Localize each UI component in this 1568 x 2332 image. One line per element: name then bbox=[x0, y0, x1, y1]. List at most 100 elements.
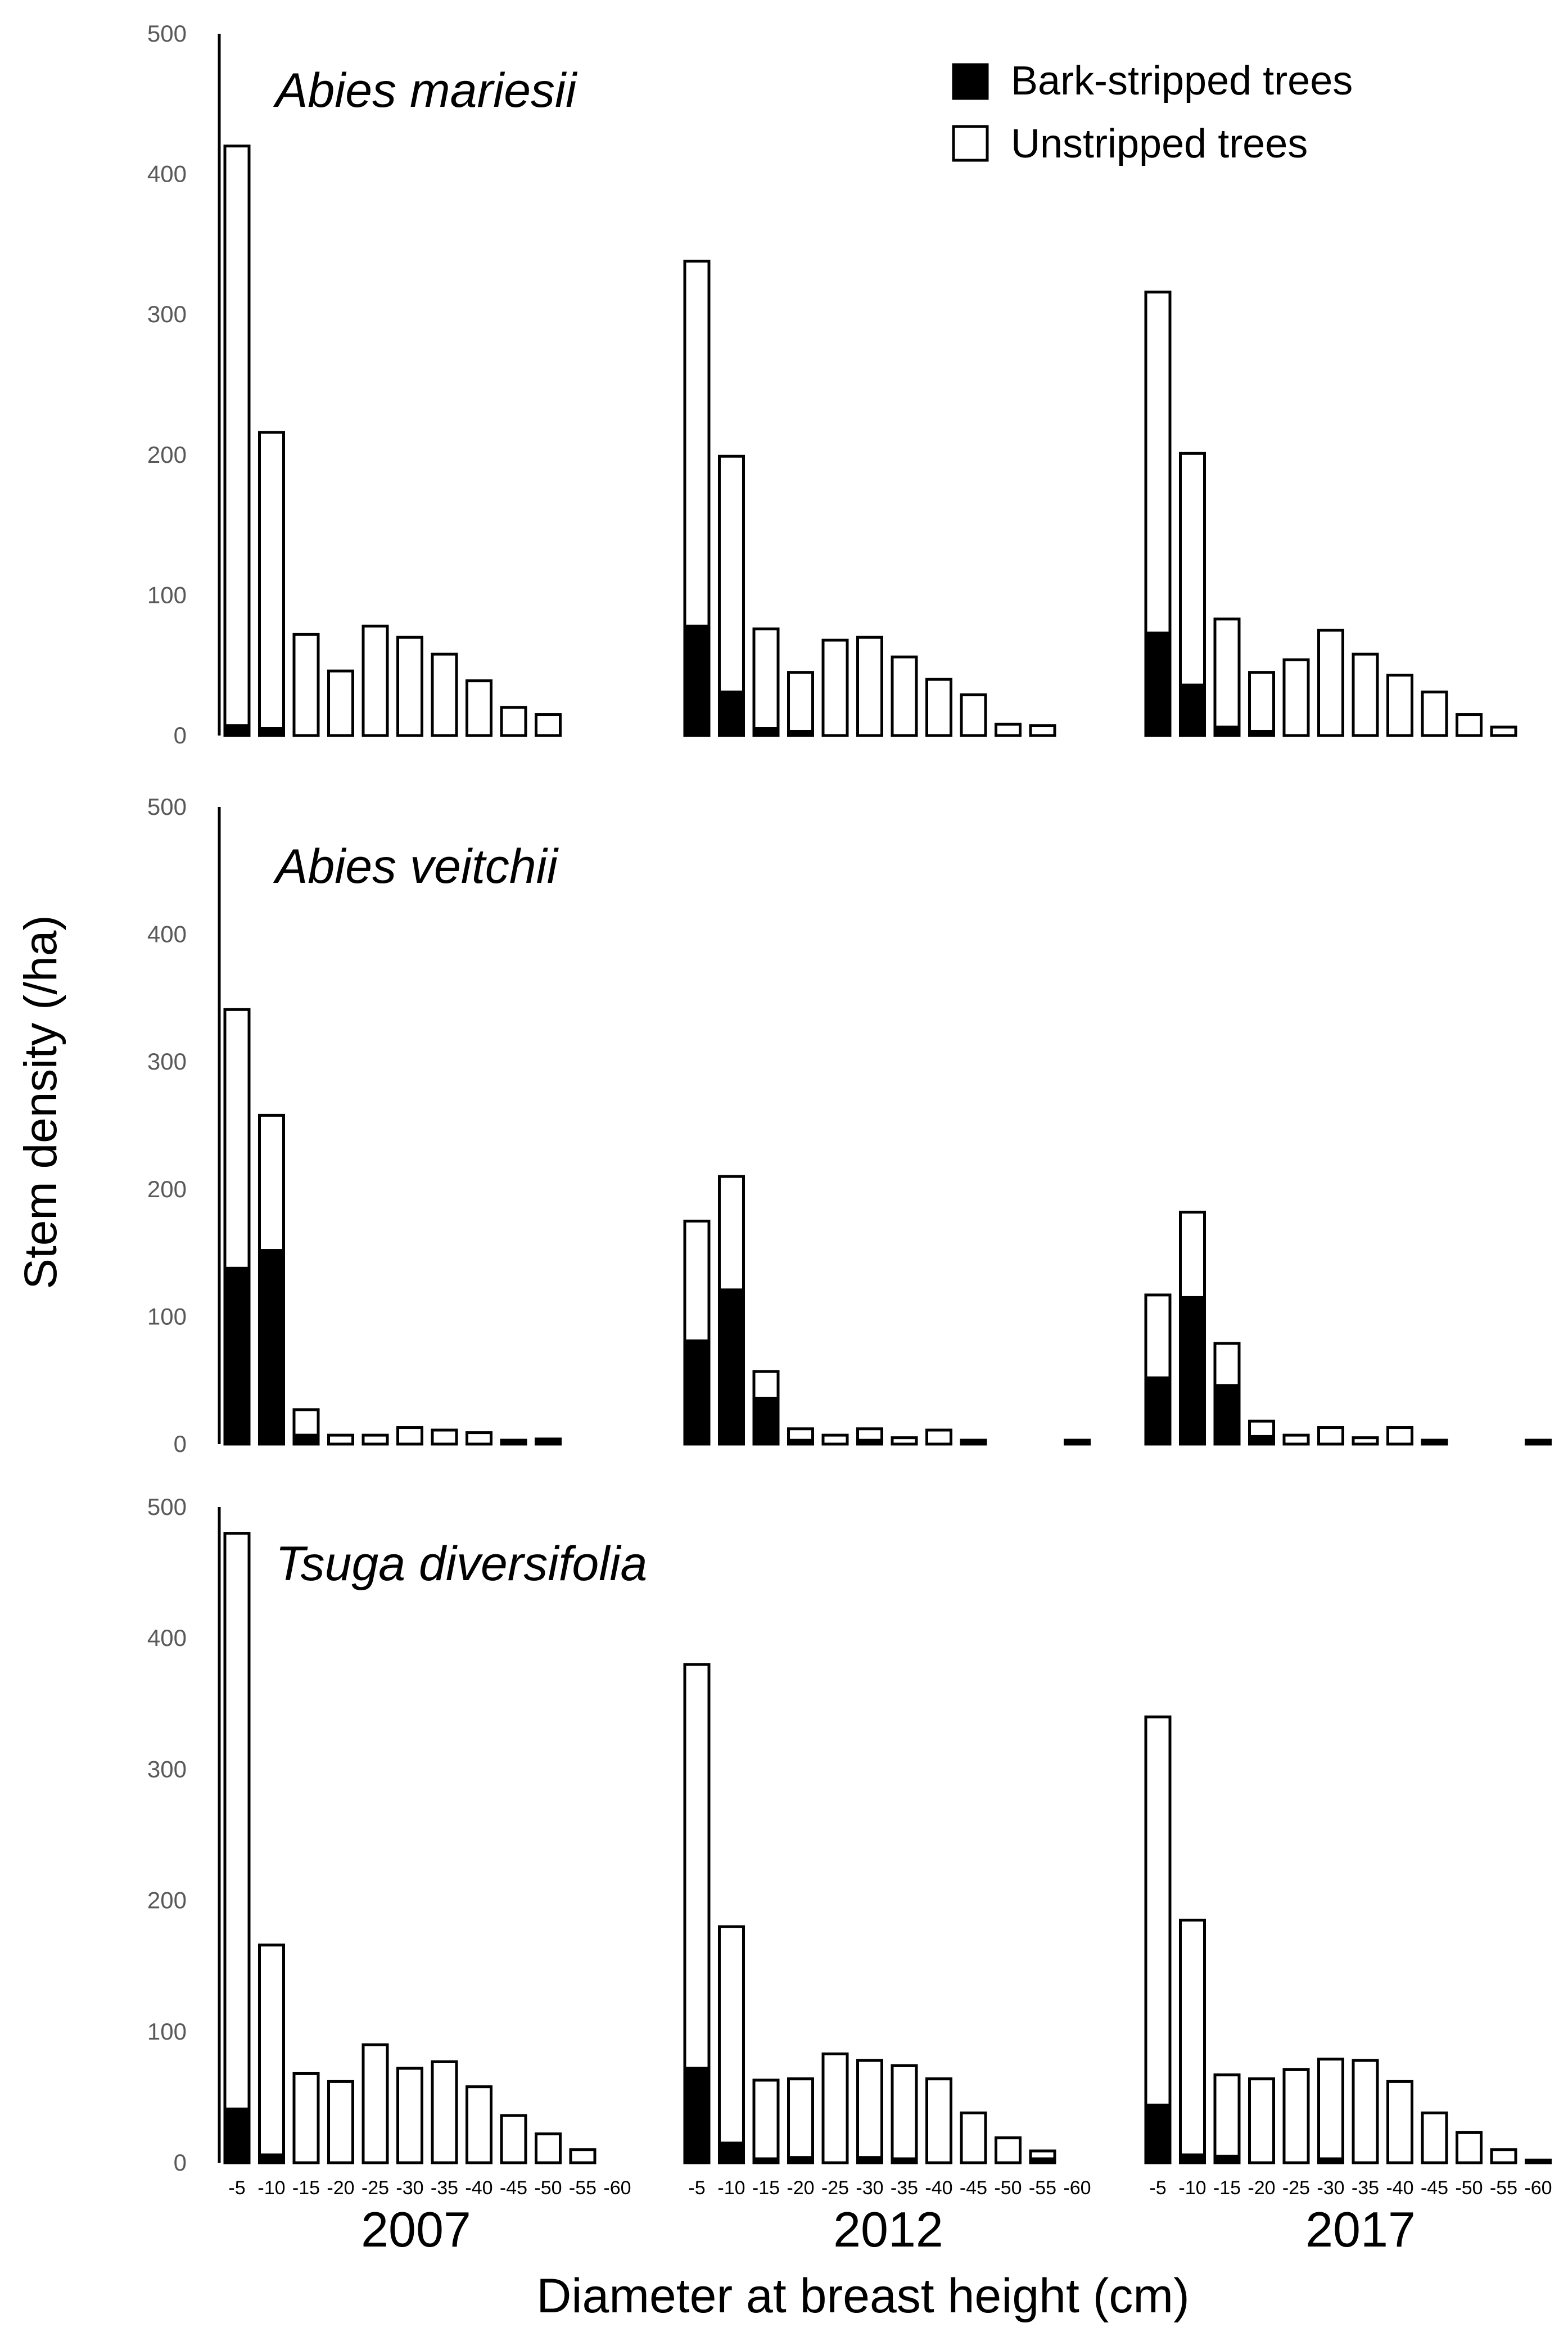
x-tick-label-2012--35: -35 bbox=[891, 2177, 918, 2199]
bar-unstripped-abies-mariesii-2012--55 bbox=[1029, 724, 1056, 737]
bar-stripped-abies-veitchii-2017--15 bbox=[1213, 1384, 1241, 1446]
bar-stripped-abies-veitchii-2007--5 bbox=[223, 1266, 251, 1446]
x-tick-label-2012--50: -50 bbox=[994, 2177, 1022, 2199]
bar-unstripped-tsuga-diversifolia-2017--20 bbox=[1248, 2077, 1275, 2164]
bar-stripped-abies-veitchii-2017--60 bbox=[1525, 1438, 1552, 1446]
x-tick-label-2012--10: -10 bbox=[717, 2177, 745, 2199]
bar-unstripped-tsuga-diversifolia-2007--25 bbox=[362, 2043, 389, 2164]
bar-stripped-abies-veitchii-2012--5 bbox=[683, 1339, 711, 1446]
bar-unstripped-tsuga-diversifolia-2012--10 bbox=[718, 1925, 745, 2164]
x-tick-label-2017--15: -15 bbox=[1213, 2177, 1241, 2199]
x-tick-label-2007--50: -50 bbox=[534, 2177, 562, 2199]
bar-unstripped-tsuga-diversifolia-2017--45 bbox=[1421, 2111, 1448, 2164]
species-label-abies-mariesii: Abies mariesii bbox=[273, 64, 578, 118]
bar-unstripped-abies-mariesii-2017--50 bbox=[1456, 713, 1483, 737]
x-tick-label-2012--15: -15 bbox=[752, 2177, 780, 2199]
bar-unstripped-abies-mariesii-2007--20 bbox=[327, 669, 354, 737]
bar-stripped-abies-veitchii-2012--20 bbox=[787, 1438, 814, 1446]
x-tick-label-2012--55: -55 bbox=[1029, 2177, 1056, 2199]
bar-stripped-abies-veitchii-2007--10 bbox=[258, 1249, 285, 1446]
species-label-abies-veitchii: Abies veitchii bbox=[273, 840, 559, 894]
bar-unstripped-tsuga-diversifolia-2012--15 bbox=[752, 2078, 780, 2164]
plot-layer: 0 100 200 300 400 500 0 100 200 300 400 500 0 100 200 3… bbox=[147, 20, 1552, 2199]
bar-stripped-abies-veitchii-2012--60 bbox=[1064, 1438, 1091, 1446]
bar-unstripped-abies-mariesii-2012--40 bbox=[925, 678, 952, 737]
x-tick-label-2017--20: -20 bbox=[1248, 2177, 1275, 2199]
y-tick-label-abies-mariesii-400: 400 bbox=[147, 161, 187, 187]
bar-unstripped-abies-mariesii-2007--40 bbox=[466, 679, 492, 737]
y-tick-label-abies-mariesii-100: 100 bbox=[147, 581, 187, 608]
bar-unstripped-abies-veitchii-2017--30 bbox=[1317, 1426, 1344, 1446]
bar-unstripped-abies-mariesii-2017--45 bbox=[1421, 691, 1448, 737]
y-tick-label-tsuga-diversifolia-0: 0 bbox=[174, 2149, 187, 2176]
bar-unstripped-tsuga-diversifolia-2017--50 bbox=[1456, 2131, 1483, 2164]
bar-unstripped-abies-mariesii-2007--5 bbox=[223, 145, 251, 737]
bar-unstripped-abies-veitchii-2007--20 bbox=[327, 1433, 354, 1446]
bar-unstripped-tsuga-diversifolia-2007--30 bbox=[396, 2067, 423, 2164]
bar-stripped-tsuga-diversifolia-2017--15 bbox=[1213, 2154, 1241, 2164]
x-tick-label-2007--60: -60 bbox=[603, 2177, 631, 2199]
bar-unstripped-abies-veitchii-2007--40 bbox=[466, 1431, 492, 1446]
bar-unstripped-tsuga-diversifolia-2017--40 bbox=[1386, 2080, 1413, 2164]
bar-stripped-abies-mariesii-2012--5 bbox=[683, 624, 711, 737]
x-tick-label-2017--5: -5 bbox=[1149, 2177, 1166, 2199]
bar-unstripped-abies-mariesii-2012--15 bbox=[752, 627, 780, 737]
bar-stripped-abies-veitchii-2007--45 bbox=[500, 1438, 527, 1446]
bar-unstripped-abies-mariesii-2012--30 bbox=[856, 635, 883, 737]
bar-unstripped-tsuga-diversifolia-2007--50 bbox=[535, 2132, 562, 2164]
y-tick-label-abies-veitchii-400: 400 bbox=[147, 921, 187, 948]
bar-unstripped-tsuga-diversifolia-2012--30 bbox=[856, 2059, 883, 2164]
x-tick-label-2017--35: -35 bbox=[1352, 2177, 1379, 2199]
x-tick-label-2007--10: -10 bbox=[257, 2177, 285, 2199]
y-tick-label-tsuga-diversifolia-200: 200 bbox=[147, 1887, 187, 1914]
bar-stripped-tsuga-diversifolia-2012--35 bbox=[891, 2157, 918, 2164]
bar-unstripped-tsuga-diversifolia-2012--40 bbox=[925, 2077, 952, 2164]
bar-stripped-abies-mariesii-2017--10 bbox=[1179, 683, 1206, 737]
bar-stripped-abies-veitchii-2007--15 bbox=[292, 1433, 320, 1446]
x-tick-label-2012--25: -25 bbox=[821, 2177, 849, 2199]
bar-stripped-tsuga-diversifolia-2017--10 bbox=[1179, 2153, 1206, 2164]
species-label-tsuga-diversifolia: Tsuga diversifolia bbox=[275, 1537, 647, 1591]
bar-stripped-abies-veitchii-2017--10 bbox=[1179, 1296, 1206, 1446]
x-tick-label-2017--25: -25 bbox=[1282, 2177, 1310, 2199]
bar-unstripped-abies-mariesii-2017--15 bbox=[1213, 617, 1241, 737]
year-label-2017: 2017 bbox=[1305, 2202, 1416, 2257]
bar-unstripped-abies-mariesii-2007--25 bbox=[362, 624, 389, 737]
y-axis-title: Stem density (/ha) bbox=[15, 915, 66, 1289]
bar-stripped-tsuga-diversifolia-2017--60 bbox=[1525, 2158, 1552, 2164]
y-tick-label-tsuga-diversifolia-400: 400 bbox=[147, 1625, 187, 1651]
bar-unstripped-abies-mariesii-2007--50 bbox=[535, 713, 562, 737]
x-tick-label-2012--20: -20 bbox=[787, 2177, 814, 2199]
y-tick-label-abies-veitchii-500: 500 bbox=[147, 793, 187, 820]
bar-unstripped-abies-veitchii-2007--25 bbox=[362, 1433, 389, 1446]
bar-unstripped-tsuga-diversifolia-2007--10 bbox=[258, 1943, 285, 2164]
y-tick-label-tsuga-diversifolia-100: 100 bbox=[147, 2018, 187, 2045]
bar-stripped-tsuga-diversifolia-2012--20 bbox=[787, 2156, 814, 2164]
year-label-2012: 2012 bbox=[833, 2202, 943, 2257]
x-tick-label-2007--25: -25 bbox=[362, 2177, 389, 2199]
bar-stripped-abies-veitchii-2012--45 bbox=[960, 1438, 987, 1446]
legend-label-bark-stripped: Bark-stripped trees bbox=[1011, 58, 1353, 103]
bar-stripped-tsuga-diversifolia-2012--5 bbox=[683, 2067, 711, 2164]
bar-unstripped-abies-veitchii-2007--30 bbox=[396, 1426, 423, 1446]
bar-unstripped-abies-veitchii-2017--25 bbox=[1282, 1433, 1310, 1446]
bar-unstripped-abies-mariesii-2012--25 bbox=[821, 638, 849, 737]
bar-stripped-abies-veitchii-2012--10 bbox=[718, 1288, 745, 1446]
x-tick-label-2007--15: -15 bbox=[292, 2177, 320, 2199]
bar-unstripped-abies-mariesii-2017--25 bbox=[1282, 658, 1310, 737]
bar-unstripped-tsuga-diversifolia-2017--25 bbox=[1282, 2068, 1310, 2164]
x-tick-label-2007--30: -30 bbox=[396, 2177, 423, 2199]
x-tick-label-2017--60: -60 bbox=[1524, 2177, 1552, 2199]
bar-stripped-abies-mariesii-2007--10 bbox=[258, 727, 285, 737]
bar-stripped-abies-mariesii-2017--20 bbox=[1248, 730, 1275, 737]
bar-stripped-abies-mariesii-2017--5 bbox=[1144, 632, 1172, 737]
bar-unstripped-abies-mariesii-2007--30 bbox=[396, 635, 423, 737]
bar-unstripped-abies-veitchii-2007--35 bbox=[431, 1428, 458, 1446]
bar-unstripped-tsuga-diversifolia-2012--50 bbox=[995, 2136, 1022, 2164]
y-tick-label-abies-mariesii-300: 300 bbox=[147, 301, 187, 327]
bar-unstripped-tsuga-diversifolia-2012--45 bbox=[960, 2111, 987, 2164]
bar-stripped-abies-veitchii-2007--50 bbox=[535, 1440, 562, 1446]
bar-unstripped-abies-mariesii-2007--45 bbox=[500, 706, 527, 737]
bar-unstripped-abies-veitchii-2017--40 bbox=[1386, 1426, 1413, 1446]
